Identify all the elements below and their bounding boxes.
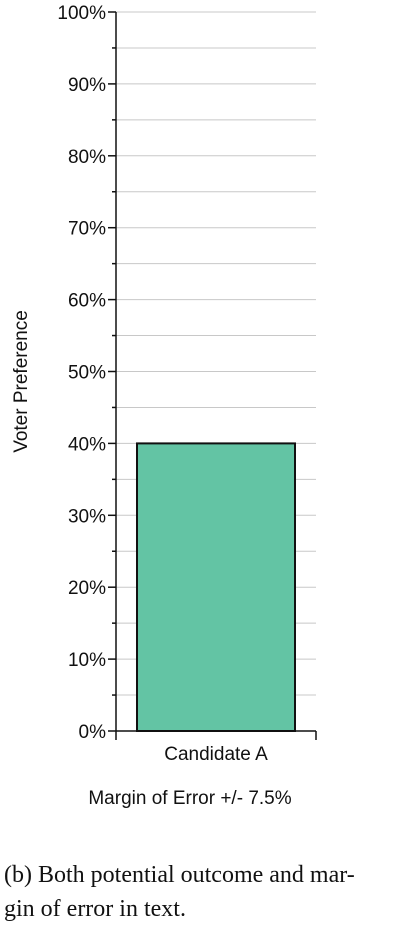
margin-of-error-annotation: Margin of Error +/- 7.5% — [88, 788, 291, 809]
figure-caption: (b) Both potential outcome and mar- gin … — [4, 858, 414, 926]
bars — [136, 442, 296, 732]
y-tick-labels: 0% 10% 20% 30% 40% 50% 60% 70% 80% 90% 100% — [57, 3, 106, 743]
x-tick-label-candidate-a: Candidate A — [164, 744, 268, 765]
y-tick-label: 60% — [68, 291, 106, 312]
y-tick-label: 20% — [68, 578, 106, 599]
y-tick-label: 70% — [68, 219, 106, 240]
y-tick-label: 40% — [68, 434, 106, 455]
y-tick-label: 50% — [68, 363, 106, 384]
axes — [108, 11, 317, 740]
y-tick-label: 80% — [68, 147, 106, 168]
y-tick-label: 90% — [68, 75, 106, 96]
bar-candidate-a — [136, 442, 296, 732]
caption-line-1: (b) Both potential outcome and mar- — [4, 862, 355, 888]
y-tick-label: 30% — [68, 506, 106, 527]
caption-line-2: gin of error in text. — [4, 896, 186, 922]
y-tick-label: 0% — [79, 722, 107, 743]
y-tick-label: 10% — [68, 650, 106, 671]
bar-chart: 0% 10% 20% 30% 40% 50% 60% 70% 80% 90% 100% Candid… — [11, 3, 317, 809]
y-tick-label: 100% — [57, 3, 106, 24]
y-axis-title: Voter Preference — [11, 310, 32, 453]
